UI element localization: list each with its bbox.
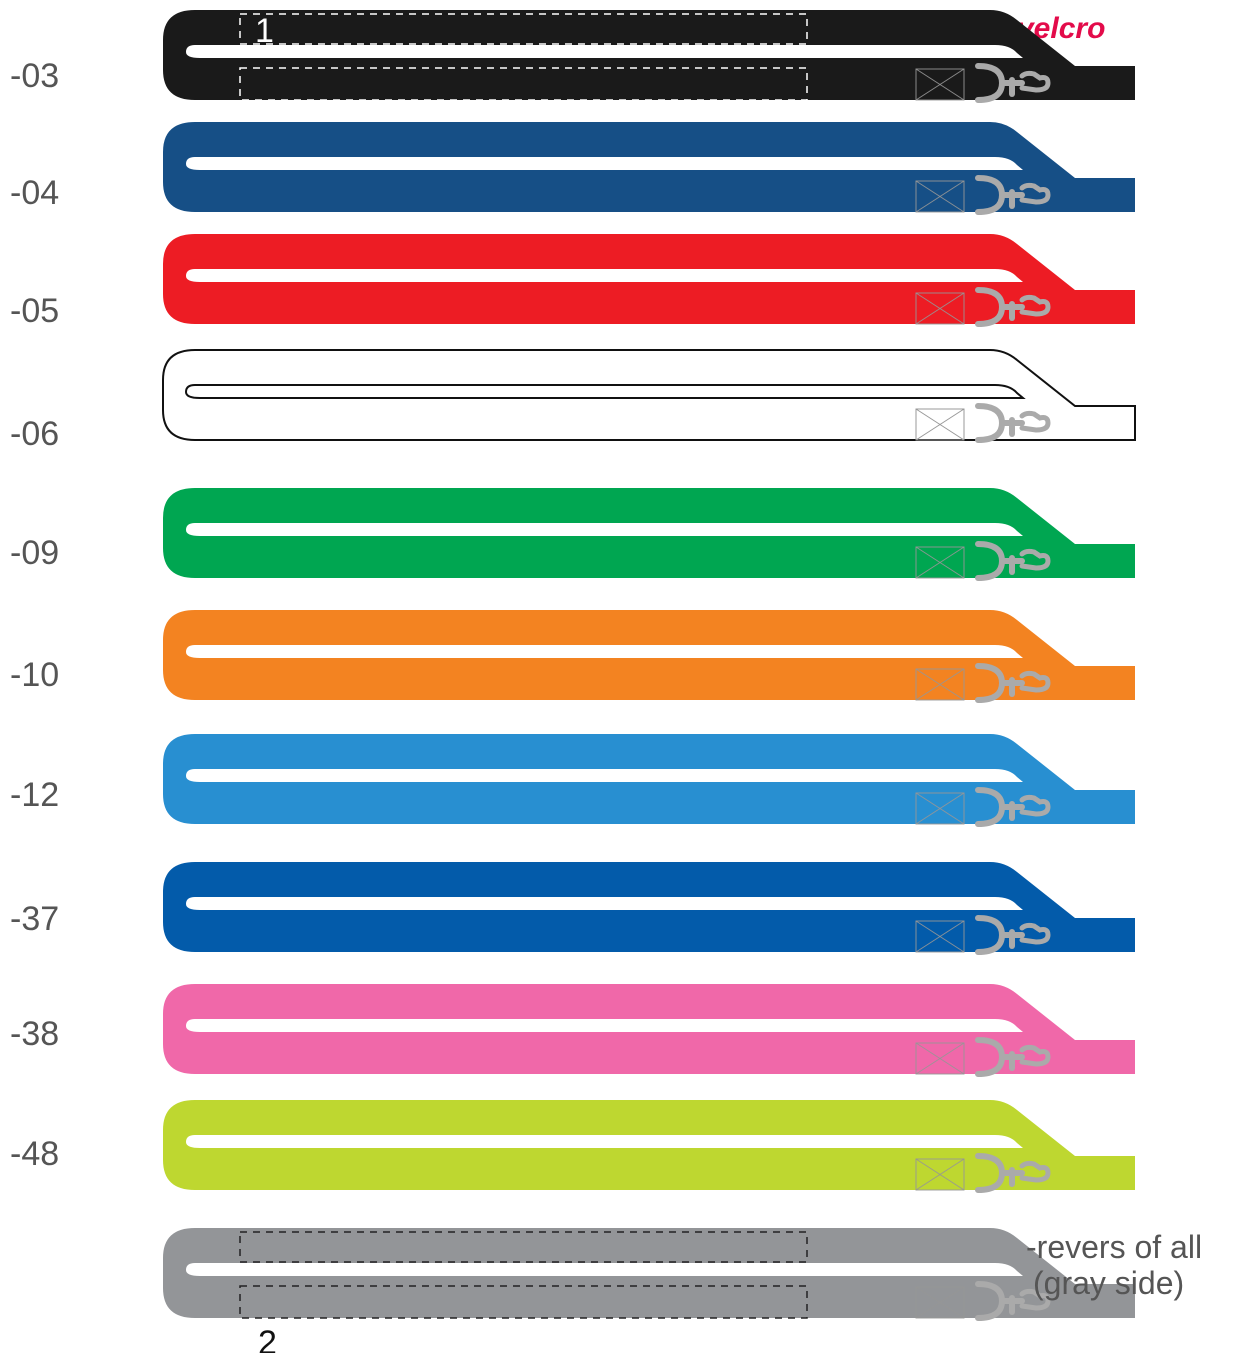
snap-hook-icon (975, 403, 1051, 443)
lanyard-row (163, 1100, 1135, 1193)
lanyard-row: 2 (163, 1228, 1135, 1353)
velcro-patch-icon (915, 1286, 965, 1319)
variant-code: -04 (10, 174, 59, 212)
variant-code: -38 (10, 1015, 59, 1053)
velcro-patch-icon (915, 68, 965, 101)
velcro-patch-icon (915, 180, 965, 213)
snap-hook-icon (975, 1153, 1051, 1193)
reverse-side-label: -revers of all (1026, 1229, 1202, 1265)
lanyard-row (163, 734, 1135, 827)
snap-hook-icon (975, 287, 1051, 327)
variant-code: -37 (10, 900, 59, 938)
lanyard-row (163, 488, 1135, 581)
velcro-patch-icon (915, 920, 965, 953)
variant-code: -48 (10, 1135, 59, 1173)
variant-code: -09 (10, 534, 59, 572)
lanyard-row (163, 610, 1135, 703)
lanyard-row (163, 862, 1135, 955)
strap-body (163, 10, 1135, 100)
velcro-patch-icon (915, 408, 965, 441)
strap-body (163, 234, 1135, 324)
lanyard-row (163, 234, 1135, 327)
snap-hook-icon (975, 175, 1051, 215)
lanyard-row (162, 349, 1136, 443)
velcro-patch-icon (915, 1158, 965, 1191)
strap-body (163, 1100, 1135, 1190)
snap-hook-icon (975, 915, 1051, 955)
strap-body (163, 122, 1135, 212)
snap-hook-icon (975, 787, 1051, 827)
strap-body (163, 862, 1135, 952)
variant-code: -12 (10, 776, 59, 814)
lanyard-row: 1 (163, 10, 1135, 103)
variant-code: -05 (10, 292, 59, 330)
velcro-patch-icon (915, 668, 965, 701)
snap-hook-icon (975, 663, 1051, 703)
snap-hook-icon (975, 63, 1051, 103)
velcro-patch-icon (915, 546, 965, 579)
variant-code: -06 (10, 415, 59, 453)
strap-body (163, 984, 1135, 1074)
lanyard-row (163, 984, 1135, 1077)
snap-hook-icon (975, 1037, 1051, 1077)
velcro-patch-icon (915, 292, 965, 325)
lanyard-row (163, 122, 1135, 215)
velcro-patch-icon (915, 792, 965, 825)
strap-body (162, 349, 1136, 441)
velcro-patch-icon (915, 1042, 965, 1075)
reverse-side-label: (gray side) (1033, 1265, 1184, 1301)
zone-number: 1 (255, 12, 274, 50)
variant-code: -03 (10, 57, 59, 95)
zone-number: 2 (258, 1324, 277, 1353)
strap-body (163, 1228, 1135, 1318)
strap-body (163, 734, 1135, 824)
variant-code: -10 (10, 656, 59, 694)
snap-hook-icon (975, 541, 1051, 581)
strap-body (163, 610, 1135, 700)
strap-body (163, 488, 1135, 578)
snap-hook-icon (975, 1281, 1051, 1321)
